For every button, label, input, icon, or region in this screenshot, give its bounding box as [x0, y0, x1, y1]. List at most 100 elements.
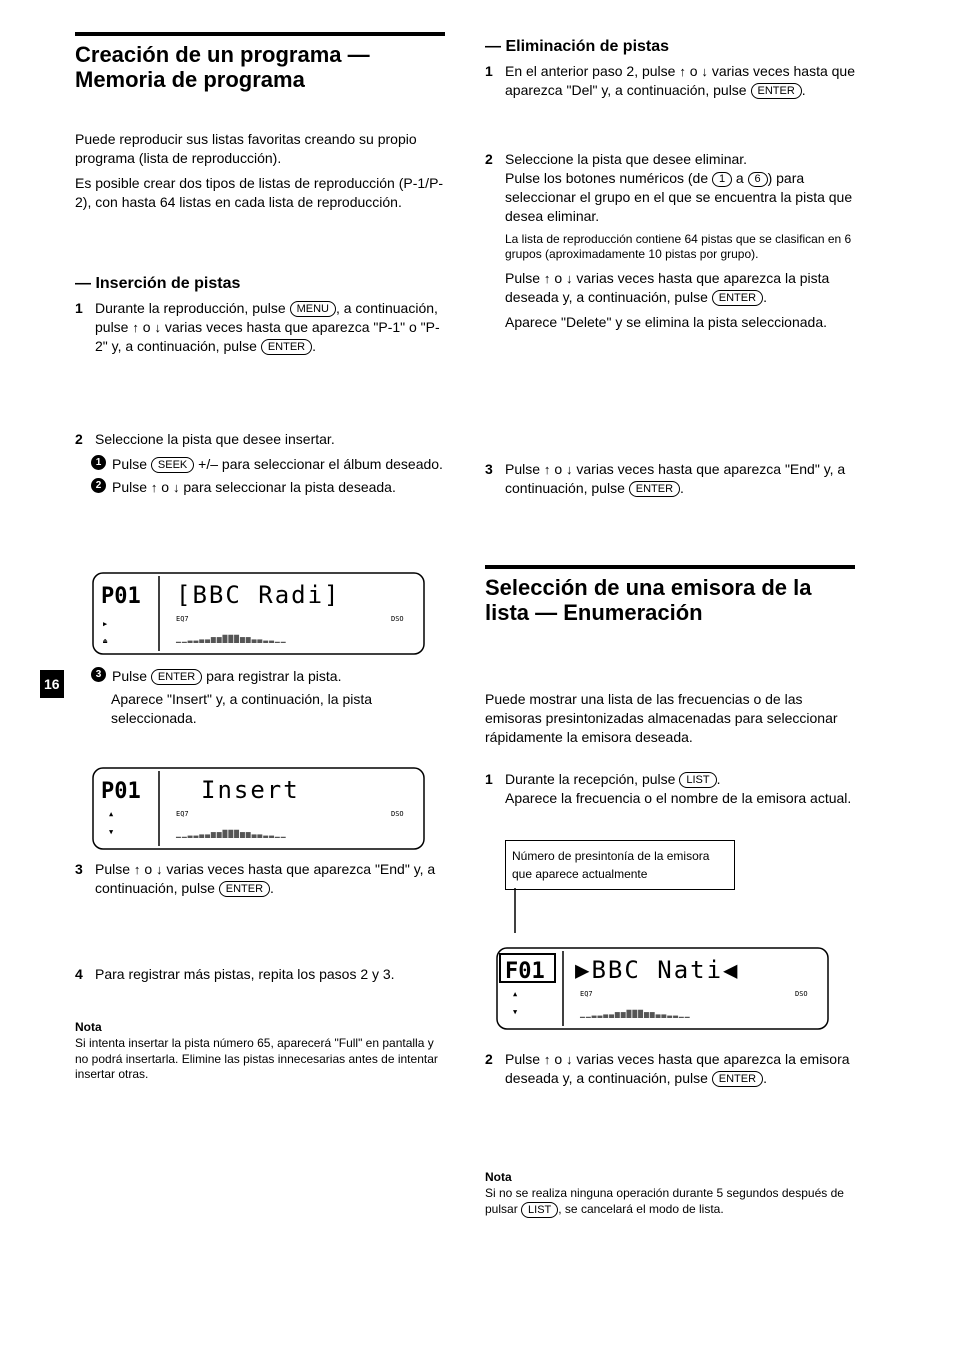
substep-2: 2 Pulse ↑ o ↓ para seleccionar la pista … — [91, 478, 445, 497]
substep-1: 1 Pulse SEEK +/– para seleccionar el álb… — [91, 455, 445, 474]
text: o — [554, 1051, 566, 1067]
subhead-insert: — Inserción de pistas — [75, 275, 445, 293]
svg-text:[BBC Radi]: [BBC Radi] — [176, 581, 341, 609]
after-lcd-text: Aparece "Insert" y, a continuación, la p… — [111, 690, 445, 728]
del2-c: Pulse ↑ o ↓ varias veces hasta que apare… — [505, 269, 855, 307]
svg-text:⏏: ⏏ — [103, 637, 108, 645]
callout-text: Número de presintonía de la emisora que … — [512, 849, 709, 881]
step-1: 1 Durante la reproducción, pulse MENU, a… — [75, 299, 445, 356]
svg-text:EQ7: EQ7 — [176, 615, 189, 623]
text: +/– para seleccionar el álbum deseado. — [198, 456, 443, 472]
arrow-up-icon: ↑ — [544, 462, 551, 477]
enter-button[interactable]: ENTER — [151, 669, 202, 685]
enter-button[interactable]: ENTER — [629, 481, 680, 497]
text: Pulse — [505, 461, 544, 477]
svg-text:EQ7: EQ7 — [580, 990, 593, 998]
del2-note: La lista de reproducción contiene 64 pis… — [505, 232, 855, 263]
seek-button[interactable]: SEEK — [151, 457, 194, 473]
del2-c5: Aparece "Delete" y se elimina la pista s… — [505, 313, 855, 332]
text: . — [312, 338, 316, 354]
arrow-up-icon: ↑ — [544, 271, 551, 286]
svg-text:▶: ▶ — [103, 620, 108, 628]
svg-text:▲: ▲ — [513, 990, 518, 998]
substep-3: 3 Pulse ENTER para registrar la pista. — [91, 667, 445, 686]
text: Seleccione la pista que desee eliminar. — [505, 151, 747, 167]
list-step-1: 1 Durante la recepción, pulse LIST. Apar… — [485, 770, 855, 808]
text: o — [554, 461, 566, 477]
note-head: Nota — [75, 1020, 445, 1034]
note-head: Nota — [485, 1170, 855, 1184]
text: Durante la reproducción, pulse — [95, 300, 290, 316]
text: Pulse — [112, 456, 151, 472]
list-step-2: 2 Pulse ↑ o ↓ varias veces hasta que apa… — [485, 1050, 855, 1088]
lcd-display-1: P01 [BBC Radi] EQ7 DSO ▁▁▂▂▃▃▅▅▇▇▇▅▅▃▃▂▂… — [91, 571, 426, 656]
text: . — [270, 880, 274, 896]
enter-button[interactable]: ENTER — [712, 1071, 763, 1087]
heading-station-list: Selección de una emisora de la lista — E… — [485, 575, 855, 626]
text: Pulse — [112, 668, 151, 684]
text: para seleccionar la pista deseada. — [180, 479, 396, 495]
text: o — [143, 319, 155, 335]
arrow-up-icon: ↑ — [134, 862, 141, 877]
section-rule — [485, 565, 855, 569]
callout-line — [505, 888, 525, 933]
enter-button[interactable]: ENTER — [261, 339, 312, 355]
text: . — [680, 480, 684, 496]
num-1-button[interactable]: 1 — [712, 172, 732, 187]
del-step-3: 3 Pulse ↑ o ↓ varias veces hasta que apa… — [485, 460, 855, 498]
text: Durante la recepción, pulse — [505, 771, 679, 787]
del-step-2: 2 Seleccione la pista que desee eliminar… — [485, 150, 855, 226]
arrow-down-icon: ↓ — [156, 862, 163, 877]
note-text: Si intenta insertar la pista número 65, … — [75, 1036, 445, 1083]
svg-text:P01: P01 — [101, 584, 141, 609]
enter-button[interactable]: ENTER — [751, 83, 802, 99]
lcd-display-3: F01 ▶BBC Nati◀ EQ7 DSO ▁▁▂▂▃▃▅▅▇▇▇▅▅▃▃▂▂… — [495, 946, 830, 1031]
text: . — [763, 289, 767, 305]
arrow-up-icon: ↑ — [544, 1052, 551, 1067]
page-number: 16 — [40, 670, 64, 698]
arrow-down-icon: ↓ — [701, 64, 708, 79]
svg-text:F01: F01 — [505, 959, 545, 984]
num-6-button[interactable]: 6 — [748, 172, 768, 187]
text: para registrar la pista. — [206, 668, 341, 684]
text: o — [554, 270, 566, 286]
arrow-down-icon: ↓ — [154, 320, 161, 335]
text: . — [763, 1070, 767, 1086]
svg-text:Insert: Insert — [201, 776, 300, 804]
heading-memory-program: Creación de un programa — Memoria de pro… — [75, 42, 445, 93]
text: o — [157, 479, 173, 495]
text: Pulse — [505, 1051, 544, 1067]
intro2: Es posible crear dos tipos de listas de … — [75, 174, 445, 212]
list-button[interactable]: LIST — [679, 772, 716, 788]
text: Pulse — [112, 479, 151, 495]
menu-button[interactable]: MENU — [290, 301, 336, 317]
svg-text:P01: P01 — [101, 779, 141, 804]
svg-text:EQ7: EQ7 — [176, 810, 189, 818]
svg-text:DSO: DSO — [391, 615, 404, 623]
intro1: Puede reproducir sus listas favoritas cr… — [75, 130, 445, 168]
text: Pulse — [95, 861, 134, 877]
note-text: Si no se realiza ninguna operación duran… — [485, 1186, 855, 1218]
svg-text:▲: ▲ — [109, 810, 114, 818]
callout-box: Número de presintonía de la emisora que … — [505, 840, 735, 890]
text: Pulse — [505, 270, 544, 286]
list-button[interactable]: LIST — [521, 1202, 558, 1218]
text: Para registrar más pistas, repita los pa… — [95, 965, 395, 984]
step-2: 2 Seleccione la pista que desee insertar… — [75, 430, 445, 449]
enter-button[interactable]: ENTER — [219, 881, 270, 897]
text: . — [802, 82, 806, 98]
del-step-1: 1 En el anterior paso 2, pulse ↑ o ↓ var… — [485, 62, 855, 100]
svg-text:▶BBC Nati◀: ▶BBC Nati◀ — [575, 956, 740, 984]
svg-text:▁▁▂▂▃▃▅▅▇▇▇▅▅▃▃▂▂▁▁: ▁▁▂▂▃▃▅▅▇▇▇▅▅▃▃▂▂▁▁ — [175, 634, 287, 643]
step-3: 3 Pulse ↑ o ↓ varias veces hasta que apa… — [75, 860, 445, 898]
svg-text:▁▁▂▂▃▃▅▅▇▇▇▅▅▃▃▂▂▁▁: ▁▁▂▂▃▃▅▅▇▇▇▅▅▃▃▂▂▁▁ — [579, 1009, 691, 1018]
svg-text:▼: ▼ — [109, 828, 114, 836]
text: o — [690, 63, 702, 79]
subhead-delete: — Eliminación de pistas — [485, 38, 855, 56]
intro2a: Puede mostrar una lista de las frecuenci… — [485, 690, 855, 747]
arrow-down-icon: ↓ — [566, 462, 573, 477]
arrow-up-icon: ↑ — [679, 64, 686, 79]
svg-text:DSO: DSO — [795, 990, 808, 998]
text: , se cancelará el modo de lista. — [558, 1202, 723, 1216]
enter-button[interactable]: ENTER — [712, 290, 763, 306]
